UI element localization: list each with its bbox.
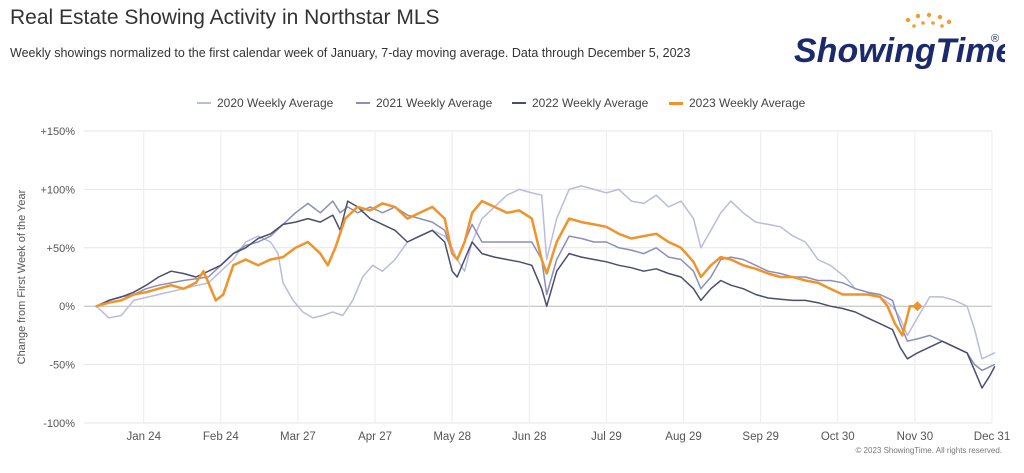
- legend-swatch: [512, 102, 526, 104]
- legend-item[interactable]: 2023 Weekly Average: [669, 96, 805, 110]
- page-subtitle: Weekly showings normalized to the first …: [10, 46, 691, 60]
- x-tick-label: Apr 27: [358, 431, 392, 443]
- legend-label: 2023 Weekly Average: [689, 96, 806, 110]
- series-end-marker: [912, 301, 923, 312]
- series-line-2: [95, 200, 996, 372]
- legend-swatch: [669, 101, 683, 105]
- x-tick-label: Aug 29: [665, 431, 701, 443]
- x-tick-label: Jan 24: [126, 431, 161, 443]
- logo-sunburst-icon: [905, 12, 952, 28]
- x-tick-label: Sep 29: [742, 431, 778, 443]
- legend-label: 2021 Weekly Average: [376, 96, 493, 110]
- x-tick-label: Jul 29: [591, 431, 622, 443]
- legend-swatch: [197, 102, 211, 104]
- x-tick-label: Feb 24: [203, 431, 239, 443]
- logo-trademark: ®: [991, 33, 999, 45]
- legend-swatch: [356, 102, 370, 104]
- y-tick-label: -50%: [49, 360, 75, 372]
- x-tick-label: Mar 27: [280, 431, 316, 443]
- x-tick-label: Oct 30: [821, 431, 855, 443]
- y-tick-label: 0%: [59, 301, 75, 313]
- x-tick-label: Nov 30: [897, 431, 933, 443]
- copyright-text: © 2023 ShowingTime. All rights reserved.: [855, 446, 1002, 455]
- legend-label: 2020 Weekly Average: [217, 96, 334, 110]
- y-tick-label: +150%: [40, 126, 75, 138]
- page-title: Real Estate Showing Activity in Northsta…: [10, 6, 440, 29]
- legend-item[interactable]: 2020 Weekly Average: [197, 96, 333, 110]
- x-tick-label: Jun 28: [512, 431, 547, 443]
- legend-item[interactable]: 2021 Weekly Average: [356, 96, 492, 110]
- legend-item[interactable]: 2022 Weekly Average: [512, 96, 648, 110]
- series-line-4: [95, 199, 919, 337]
- chart-legend: 2020 Weekly Average 2021 Weekly Average 20…: [0, 96, 1024, 116]
- y-tick-label: +50%: [47, 243, 76, 255]
- y-axis-label: Change from First Week of the Year: [16, 189, 28, 364]
- series-line-3: [95, 200, 996, 389]
- logo-text: ShowingTime: [794, 32, 1005, 70]
- y-tick-label: -100%: [43, 418, 75, 430]
- x-tick-label: Dec 31: [974, 431, 1010, 443]
- x-tick-label: May 28: [433, 431, 471, 443]
- y-tick-label: +100%: [40, 184, 75, 196]
- legend-label: 2022 Weekly Average: [532, 96, 649, 110]
- showingtime-logo: ShowingTime ®: [794, 12, 1005, 70]
